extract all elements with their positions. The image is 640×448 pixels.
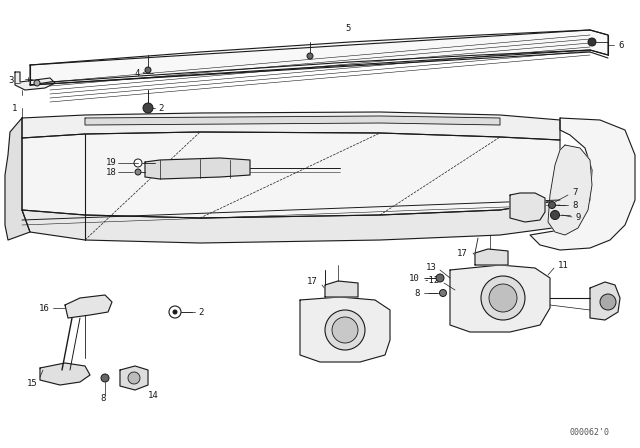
- Polygon shape: [590, 282, 620, 320]
- Circle shape: [588, 38, 596, 46]
- Circle shape: [550, 211, 559, 220]
- Circle shape: [307, 53, 313, 59]
- Text: 6: 6: [618, 40, 623, 49]
- Text: 11: 11: [558, 260, 569, 270]
- Polygon shape: [15, 72, 55, 90]
- Text: 5: 5: [345, 23, 350, 33]
- Polygon shape: [120, 366, 148, 390]
- Circle shape: [600, 294, 616, 310]
- Circle shape: [169, 306, 181, 318]
- Text: 8: 8: [415, 289, 420, 297]
- Text: 8: 8: [572, 201, 577, 210]
- Polygon shape: [40, 363, 90, 385]
- Circle shape: [101, 374, 109, 382]
- Text: 4: 4: [134, 69, 140, 78]
- Text: 2: 2: [158, 103, 163, 112]
- Text: 000062'0: 000062'0: [570, 427, 610, 436]
- Text: 18: 18: [106, 168, 117, 177]
- Text: 14: 14: [148, 391, 159, 400]
- Polygon shape: [475, 249, 508, 265]
- Polygon shape: [85, 116, 500, 125]
- Text: 15: 15: [28, 379, 38, 388]
- Circle shape: [481, 276, 525, 320]
- Circle shape: [436, 274, 444, 282]
- Polygon shape: [22, 132, 560, 218]
- Text: 10: 10: [409, 273, 420, 283]
- Circle shape: [134, 159, 142, 167]
- Text: 2: 2: [198, 307, 204, 316]
- Polygon shape: [548, 145, 592, 235]
- Circle shape: [34, 80, 40, 86]
- Circle shape: [489, 284, 517, 312]
- Circle shape: [143, 103, 153, 113]
- Text: 13: 13: [426, 263, 437, 271]
- Circle shape: [128, 372, 140, 384]
- Circle shape: [135, 169, 141, 175]
- Text: 3: 3: [8, 76, 13, 85]
- Polygon shape: [22, 200, 575, 243]
- Text: 17: 17: [307, 276, 318, 285]
- Circle shape: [548, 202, 556, 208]
- Circle shape: [173, 310, 177, 314]
- Text: -12: -12: [424, 276, 440, 284]
- Polygon shape: [22, 112, 560, 140]
- Polygon shape: [510, 193, 545, 222]
- Polygon shape: [530, 118, 635, 250]
- Polygon shape: [65, 295, 112, 318]
- Polygon shape: [5, 118, 30, 240]
- Polygon shape: [30, 30, 608, 85]
- Text: 1: 1: [12, 103, 17, 112]
- Text: 16: 16: [39, 303, 50, 313]
- Polygon shape: [300, 297, 390, 362]
- Text: 9: 9: [576, 212, 581, 221]
- Circle shape: [325, 310, 365, 350]
- Circle shape: [440, 289, 447, 297]
- Circle shape: [145, 67, 151, 73]
- Polygon shape: [145, 158, 250, 179]
- Polygon shape: [450, 265, 550, 332]
- Circle shape: [332, 317, 358, 343]
- Text: 19: 19: [106, 158, 117, 167]
- Text: 8: 8: [100, 393, 106, 402]
- Text: 17: 17: [457, 249, 468, 258]
- Text: 7: 7: [572, 188, 577, 197]
- Polygon shape: [325, 281, 358, 297]
